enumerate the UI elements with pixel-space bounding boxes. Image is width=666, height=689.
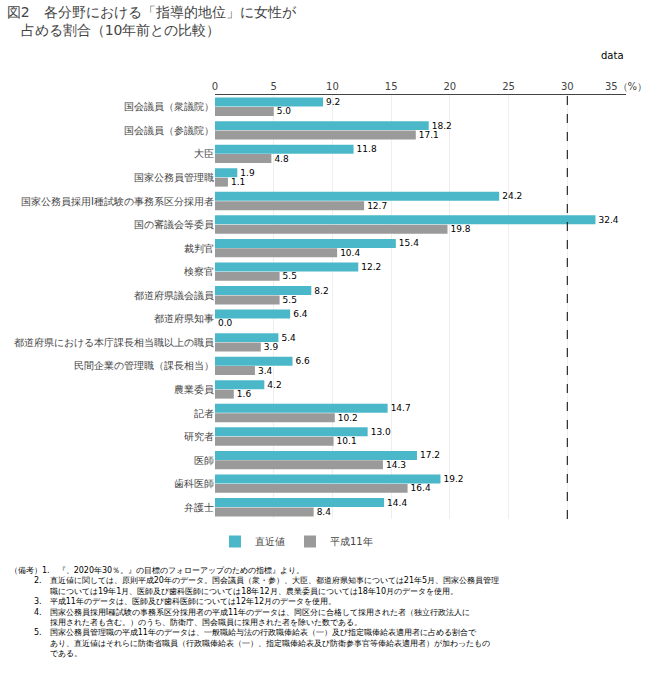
svg-text:20: 20 [443, 81, 456, 92]
svg-text:検察官: 検察官 [184, 266, 214, 277]
svg-text:8.2: 8.2 [314, 286, 328, 296]
svg-text:19.8: 19.8 [451, 224, 471, 234]
svg-text:国家公務員採用Ⅰ種試験の事務系区分採用者: 国家公務員採用Ⅰ種試験の事務系区分採用者 [21, 196, 214, 207]
svg-text:都道府県知事: 都道府県知事 [154, 313, 214, 324]
svg-text:5.4: 5.4 [281, 333, 296, 343]
svg-text:18.2: 18.2 [432, 121, 452, 131]
svg-text:医師: 医師 [194, 455, 214, 466]
svg-text:研究者: 研究者 [184, 431, 214, 442]
svg-text:6.6: 6.6 [296, 356, 311, 366]
svg-text:8.4: 8.4 [317, 507, 332, 517]
svg-text:民間企業の管理職（課長相当）: 民間企業の管理職（課長相当） [74, 360, 214, 371]
svg-text:10: 10 [326, 81, 339, 92]
svg-text:5: 5 [271, 81, 277, 92]
svg-text:1.9: 1.9 [240, 168, 255, 178]
svg-text:大臣: 大臣 [194, 148, 214, 159]
svg-text:14.4: 14.4 [387, 498, 407, 508]
svg-text:都道府県における本庁課長相当職以上の職員: 都道府県における本庁課長相当職以上の職員 [14, 337, 214, 348]
svg-text:0: 0 [212, 81, 218, 92]
svg-text:19.2: 19.2 [443, 474, 463, 484]
svg-text:30: 30 [561, 81, 574, 92]
svg-text:国家公務員管理職: 国家公務員管理職 [134, 172, 214, 183]
svg-text:3.4: 3.4 [258, 366, 273, 376]
svg-text:3.9: 3.9 [264, 342, 279, 352]
svg-text:16.4: 16.4 [411, 483, 431, 493]
svg-text:農業委員: 農業委員 [174, 384, 214, 395]
svg-text:（備考）1. 『、2020年30％。』の目標のフォローアップ: （備考）1. 『、2020年30％。』の目標のフォローアップのための指標』より。… [10, 566, 499, 658]
svg-text:15.4: 15.4 [399, 238, 419, 248]
svg-text:25: 25 [502, 81, 515, 92]
svg-text:9.2: 9.2 [326, 97, 340, 107]
svg-text:都道府県議会議員: 都道府県議会議員 [134, 290, 214, 301]
svg-text:17.1: 17.1 [419, 130, 439, 140]
svg-text:裁判官: 裁判官 [184, 243, 214, 254]
svg-text:12.7: 12.7 [367, 201, 387, 211]
svg-text:弁護士: 弁護士 [184, 502, 214, 513]
svg-text:10.2: 10.2 [338, 413, 358, 423]
svg-text:15: 15 [385, 81, 398, 92]
svg-text:12.2: 12.2 [361, 262, 381, 272]
svg-text:5.5: 5.5 [283, 295, 297, 305]
svg-text:35（%）: 35（%） [605, 81, 647, 92]
svg-text:4.8: 4.8 [274, 154, 289, 164]
svg-text:平成11年: 平成11年 [330, 536, 373, 547]
svg-text:13.0: 13.0 [371, 427, 391, 437]
svg-text:1.6: 1.6 [237, 389, 252, 399]
svg-text:歯科医師: 歯科医師 [174, 478, 214, 489]
svg-text:14.7: 14.7 [391, 403, 411, 413]
svg-text:国会議員（衆議院）: 国会議員（衆議院） [124, 101, 214, 112]
svg-text:0.0: 0.0 [218, 318, 233, 328]
svg-text:32.4: 32.4 [598, 215, 618, 225]
svg-text:14.3: 14.3 [386, 460, 406, 470]
svg-text:4.2: 4.2 [267, 380, 281, 390]
svg-text:10.4: 10.4 [340, 248, 360, 258]
svg-text:記者: 記者 [194, 408, 214, 419]
svg-text:図2 各分野における「指導的地位」に女性が 占める割合（10: 図2 各分野における「指導的地位」に女性が 占める割合（10年前との比較） [7, 4, 297, 38]
svg-text:10.1: 10.1 [337, 436, 357, 446]
svg-text:1.1: 1.1 [231, 177, 245, 187]
svg-text:国会議員（参議院）: 国会議員（参議院） [124, 125, 214, 136]
svg-text:国の審議会等委員: 国の審議会等委員 [134, 219, 214, 230]
svg-text:5.0: 5.0 [277, 106, 292, 116]
svg-text:5.5: 5.5 [283, 271, 297, 281]
svg-text:24.2: 24.2 [502, 191, 522, 201]
svg-text:data: data [601, 50, 624, 61]
svg-text:17.2: 17.2 [420, 450, 440, 460]
svg-text:6.4: 6.4 [293, 309, 308, 319]
svg-text:11.8: 11.8 [357, 144, 377, 154]
svg-text:直近値: 直近値 [255, 536, 285, 547]
